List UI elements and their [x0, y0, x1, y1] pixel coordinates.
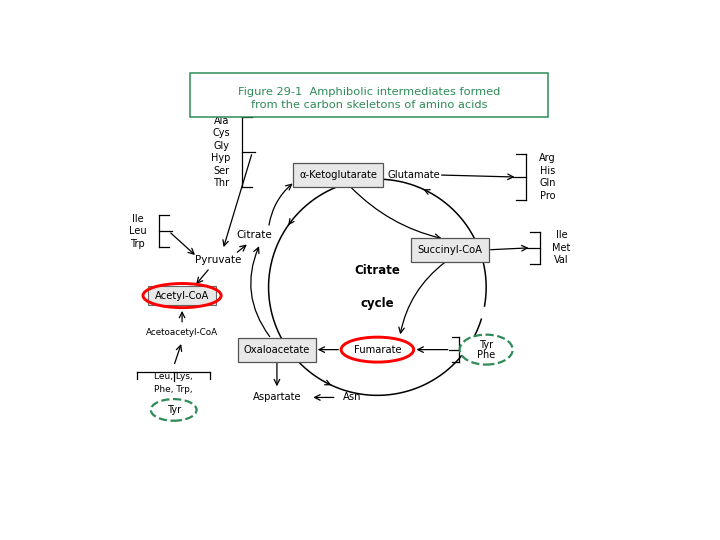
- Text: Citrate: Citrate: [354, 264, 400, 277]
- Ellipse shape: [459, 335, 513, 365]
- Text: cycle: cycle: [361, 298, 394, 310]
- Text: Hyp: Hyp: [212, 153, 231, 164]
- Text: Leu: Leu: [129, 226, 146, 236]
- Text: Fumarate: Fumarate: [354, 345, 401, 355]
- Text: Met: Met: [552, 243, 571, 253]
- FancyBboxPatch shape: [190, 73, 548, 117]
- Text: Ala: Ala: [213, 116, 229, 126]
- Text: from the carbon skeletons of amino acids: from the carbon skeletons of amino acids: [251, 100, 487, 110]
- FancyBboxPatch shape: [238, 338, 316, 362]
- Text: Ser: Ser: [213, 166, 229, 176]
- Text: Val: Val: [554, 255, 569, 265]
- Ellipse shape: [341, 337, 413, 362]
- Text: Tyr: Tyr: [166, 405, 181, 415]
- FancyBboxPatch shape: [148, 286, 216, 305]
- Text: Acetoacetyl-CoA: Acetoacetyl-CoA: [146, 328, 218, 338]
- Text: Ile: Ile: [132, 214, 143, 224]
- Text: Oxaloacetate: Oxaloacetate: [244, 345, 310, 355]
- Text: Trp: Trp: [130, 239, 145, 248]
- Text: Cys: Cys: [212, 129, 230, 138]
- Text: Citrate: Citrate: [237, 230, 272, 240]
- Text: Figure 29-1  Amphibolic intermediates formed: Figure 29-1 Amphibolic intermediates for…: [238, 87, 500, 97]
- Text: His: His: [540, 166, 555, 176]
- FancyBboxPatch shape: [410, 238, 490, 262]
- Text: Pyruvate: Pyruvate: [195, 255, 241, 265]
- Text: Acetyl-CoA: Acetyl-CoA: [155, 291, 210, 301]
- Text: Thr: Thr: [213, 178, 229, 188]
- Text: Phe: Phe: [477, 350, 495, 360]
- Text: α-Ketoglutarate: α-Ketoglutarate: [300, 170, 377, 180]
- Text: Succinyl-CoA: Succinyl-CoA: [418, 245, 482, 255]
- Text: Tyr: Tyr: [479, 340, 493, 349]
- Text: Gly: Gly: [213, 141, 229, 151]
- FancyBboxPatch shape: [293, 163, 383, 187]
- Text: Aspartate: Aspartate: [253, 393, 301, 402]
- Text: Pro: Pro: [540, 191, 555, 201]
- Text: Gln: Gln: [539, 178, 556, 188]
- Text: Arg: Arg: [539, 153, 556, 164]
- Text: Asn: Asn: [343, 393, 361, 402]
- Text: Leu, Lys,: Leu, Lys,: [154, 372, 193, 381]
- Ellipse shape: [150, 399, 197, 421]
- Text: Ile: Ile: [556, 230, 567, 240]
- Text: Phe, Trp,: Phe, Trp,: [154, 384, 193, 394]
- Text: Glutamate: Glutamate: [387, 170, 440, 180]
